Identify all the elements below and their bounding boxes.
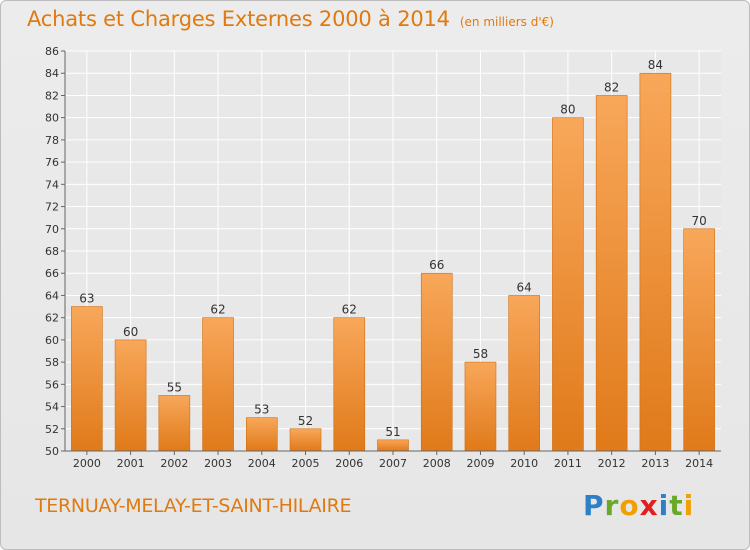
bar-2004 <box>246 417 278 452</box>
x-tick-label: 2014 <box>685 457 713 470</box>
proxiti-logo[interactable]: Proxiti <box>583 489 694 522</box>
x-axis: 2000 2001 2002 2003 2004 2005 2006 2007 2008 2009… <box>65 450 721 470</box>
bar-value-label: 62 <box>342 303 357 317</box>
bar-2006 <box>333 317 366 452</box>
bar-value-label: 70 <box>691 214 706 228</box>
bar-2012 <box>595 95 628 452</box>
y-axis: 50 52 54 56 58 60 62 64 66 68 70 72 74 76 78 80 82 84 86 <box>45 45 66 458</box>
logo-letter: o <box>619 489 640 522</box>
bar-2001 <box>114 339 147 452</box>
bar-value-label: 63 <box>79 292 94 306</box>
bar-value-label: 53 <box>254 403 269 417</box>
y-tick-label: 76 <box>45 156 59 169</box>
bar-value-label: 66 <box>429 258 444 272</box>
x-tick-label: 2009 <box>466 457 494 470</box>
x-tick-label: 2008 <box>423 457 451 470</box>
x-tick-label: 2001 <box>117 457 145 470</box>
bar-2013 <box>639 72 672 452</box>
x-tick-label: 2004 <box>248 457 276 470</box>
bar-2014 <box>683 228 715 452</box>
bar-value-label: 58 <box>473 347 488 361</box>
logo-letter: P <box>583 489 605 522</box>
bar-2007 <box>377 439 409 452</box>
bar-2008 <box>420 272 453 452</box>
bar-2009 <box>464 361 497 452</box>
y-tick-label: 62 <box>45 312 59 325</box>
commune-name: TERNUAY-MELAY-ET-SAINT-HILAIRE <box>35 495 352 517</box>
bar-value-label: 51 <box>385 425 400 439</box>
logo-letter: x <box>639 489 659 522</box>
y-tick-label: 54 <box>45 401 59 414</box>
y-tick-label: 82 <box>45 89 59 102</box>
x-tick-label: 2005 <box>292 457 320 470</box>
y-tick-label: 60 <box>45 334 59 347</box>
x-tick-label: 2013 <box>641 457 669 470</box>
logo-letter: i <box>683 489 695 522</box>
y-tick-label: 66 <box>45 267 59 280</box>
chart-title-text: Achats et Charges Externes 2000 à 2014 <box>27 7 450 31</box>
x-tick-label: 2010 <box>510 457 538 470</box>
bar-value-label: 55 <box>167 380 182 394</box>
y-tick-label: 68 <box>45 245 59 258</box>
y-tick-label: 74 <box>45 178 59 191</box>
bar-value-label: 60 <box>123 325 138 339</box>
logo-letter: i <box>658 489 670 522</box>
bar-2011 <box>552 117 584 452</box>
x-tick-label: 2002 <box>160 457 188 470</box>
logo-letter: r <box>604 489 620 522</box>
y-tick-label: 50 <box>45 445 59 458</box>
bar-value-label: 64 <box>517 280 532 294</box>
x-tick-label: 2000 <box>73 457 101 470</box>
x-tick-label: 2003 <box>204 457 232 470</box>
bars: 63 60 55 62 53 52 62 51 66 58 64 80 82 84 70 <box>71 58 715 452</box>
bar-2010 <box>508 295 541 452</box>
y-tick-label: 86 <box>45 45 59 58</box>
logo-letter: t <box>669 489 684 522</box>
x-tick-label: 2007 <box>379 457 407 470</box>
x-tick-label: 2011 <box>554 457 582 470</box>
y-tick-label: 52 <box>45 423 59 436</box>
y-tick-label: 78 <box>45 134 59 147</box>
y-tick-label: 58 <box>45 356 59 369</box>
y-tick-label: 80 <box>45 112 59 125</box>
y-tick-label: 56 <box>45 378 59 391</box>
bar-value-label: 84 <box>648 58 663 72</box>
bar-2002 <box>158 395 191 452</box>
bar-2003 <box>202 317 234 452</box>
bar-value-label: 52 <box>298 414 313 428</box>
bar-2000 <box>71 306 103 452</box>
y-tick-label: 72 <box>45 201 59 214</box>
y-tick-label: 64 <box>45 289 59 302</box>
y-tick-label: 84 <box>45 67 59 80</box>
x-tick-label: 2006 <box>335 457 363 470</box>
chart-unit: (en milliers d'€) <box>459 15 554 29</box>
bar-2005 <box>289 428 322 452</box>
chart-title: Achats et Charges Externes 2000 à 2014 (e… <box>27 7 554 31</box>
bar-value-label: 80 <box>560 103 575 117</box>
bar-value-label: 82 <box>604 80 619 94</box>
x-tick-label: 2012 <box>598 457 626 470</box>
y-tick-label: 70 <box>45 223 59 236</box>
bar-value-label: 62 <box>210 303 225 317</box>
